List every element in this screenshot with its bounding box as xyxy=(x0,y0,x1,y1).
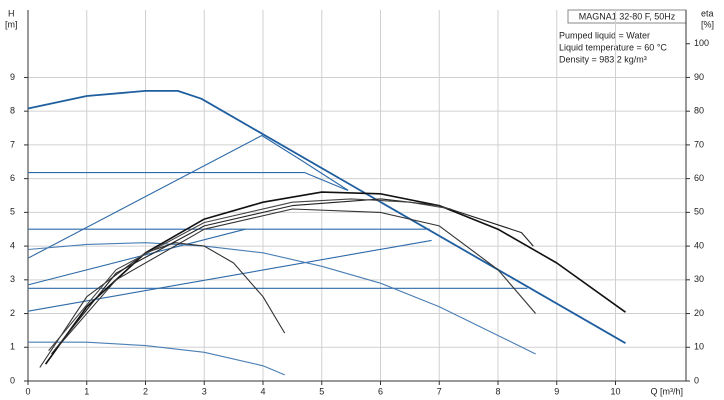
y-tick-label: 0 xyxy=(10,375,15,385)
y-tick-label: 9 xyxy=(10,72,15,82)
x-axis-label: Q [m³/h] xyxy=(650,386,683,396)
y-tick-label: 2 xyxy=(10,308,15,318)
curve xyxy=(51,198,534,355)
curve xyxy=(39,242,286,368)
curve xyxy=(44,191,626,365)
x-tick-label: 9 xyxy=(554,386,559,396)
x-tick-label: 7 xyxy=(437,386,442,396)
x-tick-label: 10 xyxy=(610,386,620,396)
y2-tick-label: 60 xyxy=(694,173,704,183)
chart-title: MAGNA1 32-80 F, 50Hz xyxy=(579,11,676,21)
curve xyxy=(28,172,348,191)
y2-tick-label: 20 xyxy=(694,308,704,318)
x-tick-label: 0 xyxy=(25,386,30,396)
y2-tick-label: 10 xyxy=(694,342,704,352)
y-tick-label: 8 xyxy=(10,106,15,116)
curve xyxy=(56,208,537,348)
x-tick-label: 6 xyxy=(378,386,383,396)
info-line: Liquid temperature = 60 °C xyxy=(559,42,667,52)
y-axis-unit: [m] xyxy=(5,19,18,29)
y2-tick-label: 40 xyxy=(694,240,704,250)
y2-tick-label: 70 xyxy=(694,139,704,149)
y2-tick-label: 50 xyxy=(694,207,704,217)
curve xyxy=(27,134,349,259)
x-tick-label: 2 xyxy=(143,386,148,396)
y2-tick-label: 30 xyxy=(694,274,704,284)
y2-axis-label: eta xyxy=(701,8,714,18)
y2-tick-label: 0 xyxy=(694,375,699,385)
curve xyxy=(48,198,452,351)
y-tick-label: 1 xyxy=(10,342,15,352)
y2-tick-label: 100 xyxy=(694,38,709,48)
info-line: Density = 983.2 kg/m³ xyxy=(559,54,647,64)
x-tick-label: 4 xyxy=(260,386,265,396)
curve xyxy=(27,228,246,286)
y2-tick-label: 80 xyxy=(694,106,704,116)
x-tick-label: 5 xyxy=(319,386,324,396)
curve xyxy=(27,242,536,355)
y2-axis-unit: [%] xyxy=(701,19,714,29)
x-tick-label: 3 xyxy=(202,386,207,396)
y-tick-label: 5 xyxy=(10,207,15,217)
y-tick-label: 3 xyxy=(10,274,15,284)
y-tick-label: 6 xyxy=(10,173,15,183)
y-tick-label: 7 xyxy=(10,139,15,149)
y2-tick-label: 90 xyxy=(694,72,704,82)
info-line: Pumped liquid = Water xyxy=(559,30,650,40)
curve xyxy=(27,90,626,344)
x-tick-label: 1 xyxy=(84,386,89,396)
y-axis-label: H xyxy=(8,8,15,18)
curve xyxy=(28,341,285,376)
y-tick-label: 4 xyxy=(10,240,15,250)
x-tick-label: 8 xyxy=(495,386,500,396)
